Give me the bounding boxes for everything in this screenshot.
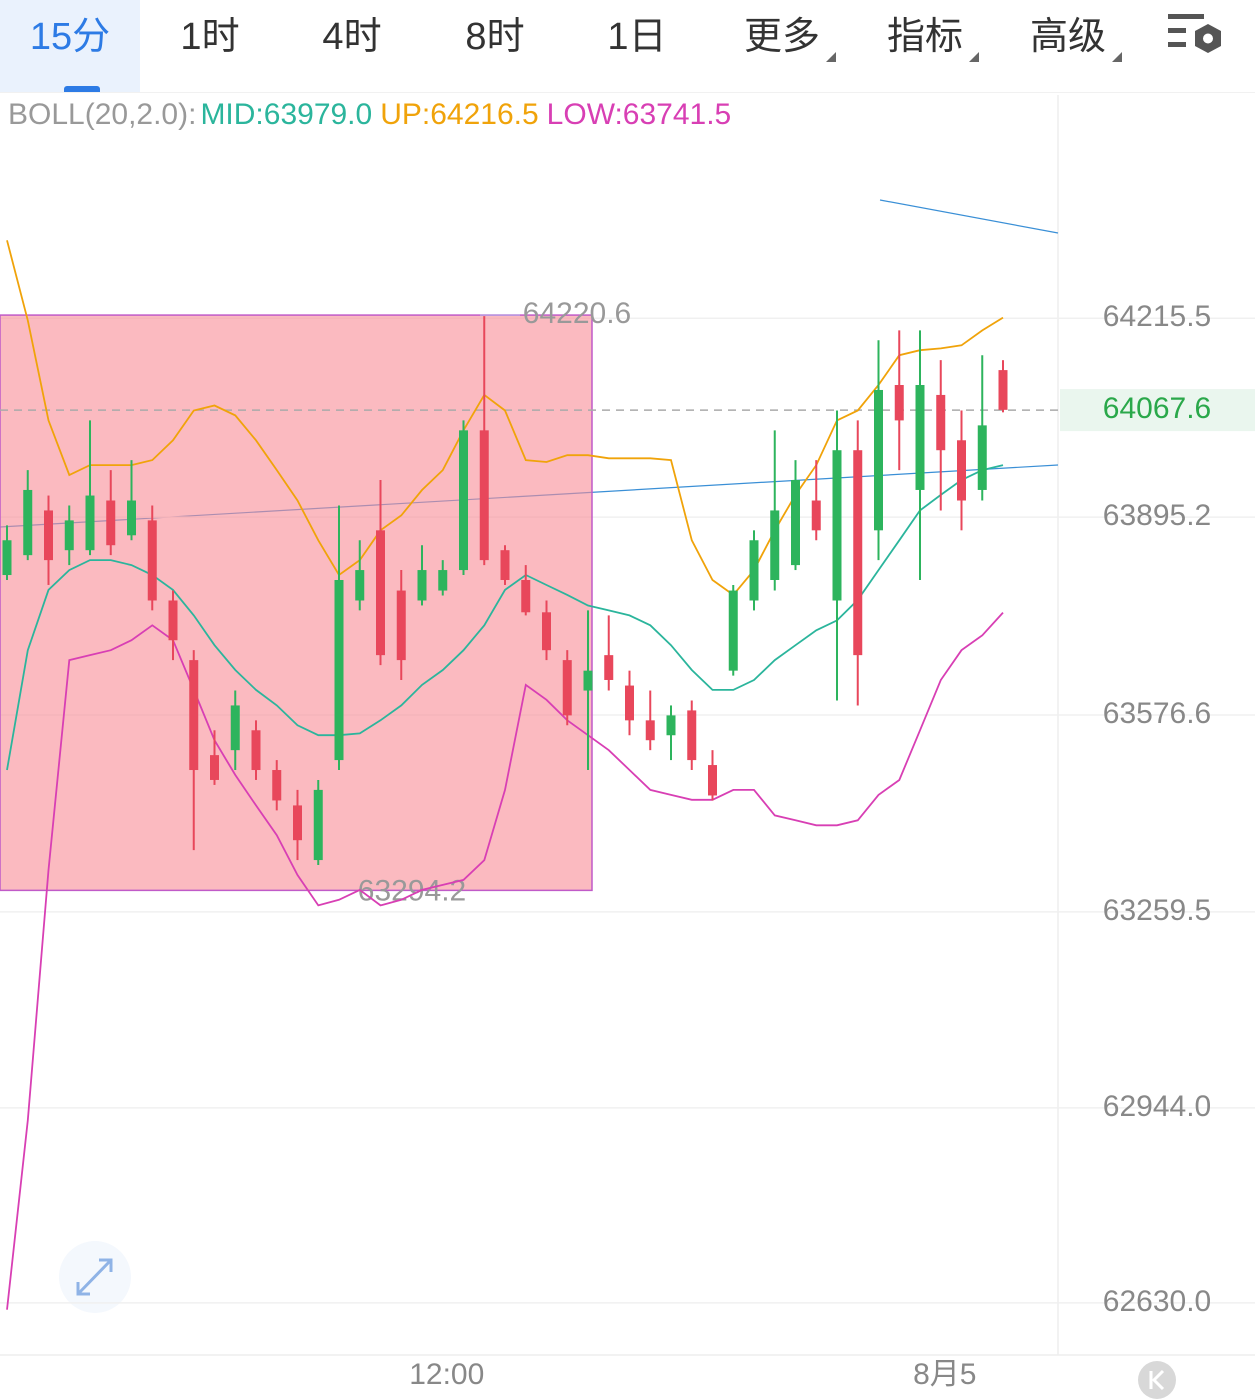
candle-body — [957, 440, 966, 501]
timeframe-tab[interactable]: 1日 — [607, 0, 666, 92]
last-price-label: 64067.6 — [1103, 392, 1211, 425]
candle-body — [168, 600, 178, 641]
candle-body — [106, 500, 116, 546]
candle-body — [189, 660, 199, 771]
candle-body — [438, 570, 448, 591]
candle-body — [376, 530, 385, 656]
y-tick-label: 62630.0 — [1103, 1285, 1211, 1318]
candle-body — [479, 430, 489, 561]
candle-body — [127, 500, 136, 536]
candle-body — [687, 710, 697, 761]
active-indicator — [64, 86, 100, 92]
candle-body — [770, 510, 780, 580]
candle-body — [459, 430, 468, 571]
dropdown-arrow — [826, 52, 837, 62]
legend-entry: UP:64216.5 — [380, 98, 538, 131]
indicator-label: BOLL(20,2.0): — [8, 98, 196, 131]
candle-body — [396, 590, 406, 661]
tab-label: 1时 — [180, 16, 240, 58]
candle-body — [625, 685, 634, 721]
timeframe-tab[interactable]: 1时 — [180, 0, 239, 92]
x-tick-label: 8月5 — [913, 1358, 976, 1391]
timeframe-tab[interactable]: 更多 — [743, 0, 837, 92]
candle-body — [293, 805, 302, 841]
candle-body — [604, 655, 614, 680]
candle-body — [500, 550, 510, 580]
candle-body — [645, 720, 655, 741]
tab-label: 高级 — [1029, 16, 1107, 58]
candle-body — [915, 385, 925, 490]
candle-body — [791, 480, 800, 566]
k-button[interactable] — [1138, 1361, 1176, 1399]
candle-body — [811, 500, 821, 531]
candle-body — [562, 660, 572, 716]
timeframe-tab[interactable]: 高级 — [1029, 0, 1123, 92]
candle-body — [2, 540, 12, 576]
candle-body — [874, 389, 883, 531]
candle-body — [23, 489, 33, 556]
range-high-label: 64220.6 — [523, 297, 631, 330]
candle-body — [666, 715, 676, 736]
dropdown-arrow — [1112, 52, 1123, 62]
candle-body — [894, 385, 904, 421]
candle-body — [542, 612, 551, 651]
y-tick-label: 63259.5 — [1103, 894, 1211, 927]
range-box — [0, 314, 593, 892]
legend-entry: LOW:63741.5 — [547, 98, 732, 131]
indicator-legend: BOLL(20,2.0): MID:63979.0 UP:64216.5 LOW:63… — [8, 98, 731, 131]
candle-body — [64, 520, 74, 551]
y-tick-label: 63576.6 — [1103, 697, 1211, 730]
tab-label: 更多 — [743, 16, 821, 58]
candle-body — [85, 495, 95, 551]
candle-body — [417, 570, 427, 601]
tab-label: 指标 — [886, 16, 964, 58]
timeframe-tab[interactable]: 8时 — [465, 0, 524, 92]
trend-line — [879, 199, 1059, 234]
tab-label: 4时 — [322, 16, 382, 58]
candle-body — [832, 450, 842, 601]
candle-body — [708, 765, 717, 796]
y-tick-label: 62944.0 — [1103, 1090, 1211, 1123]
candle-body — [998, 370, 1008, 410]
settings-icon[interactable] — [1166, 10, 1226, 70]
tab-label: 1日 — [607, 16, 667, 58]
candle-body — [334, 579, 344, 761]
candle-body — [210, 755, 219, 780]
candle-body — [272, 770, 282, 801]
timeframe-tab[interactable]: 指标 — [886, 0, 980, 92]
candle-body — [521, 579, 531, 613]
timeframe-tab[interactable]: 15分 — [0, 0, 140, 92]
tab-label: 8时 — [465, 16, 525, 58]
last-price-bg — [1060, 389, 1255, 432]
expand-button[interactable] — [59, 1241, 131, 1313]
candle-body — [313, 789, 323, 861]
candle-body — [728, 590, 738, 671]
candle-body — [355, 570, 365, 601]
range-low-label: 63294.2 — [358, 874, 466, 907]
legend-entry: MID:63979.0 — [200, 98, 372, 131]
y-tick-label: 63895.2 — [1103, 499, 1211, 532]
candle-body — [583, 670, 593, 691]
candle-body — [749, 540, 759, 601]
candle-body — [44, 510, 53, 561]
tab-bar: 15分 1时 4时 8时 1日 更多 指标 高级 — [0, 0, 1255, 93]
timeframe-tab[interactable]: 4时 — [322, 0, 381, 92]
candle-body — [853, 450, 863, 656]
tab-label: 15分 — [29, 16, 111, 58]
dropdown-arrow — [969, 52, 980, 62]
candle-body — [147, 520, 157, 601]
candle-body — [936, 394, 946, 451]
x-tick-label: 12:00 — [409, 1358, 484, 1391]
candle-body — [251, 730, 261, 771]
candle-body — [230, 705, 240, 751]
candle-body — [977, 425, 987, 490]
y-tick-label: 64215.5 — [1103, 300, 1211, 333]
